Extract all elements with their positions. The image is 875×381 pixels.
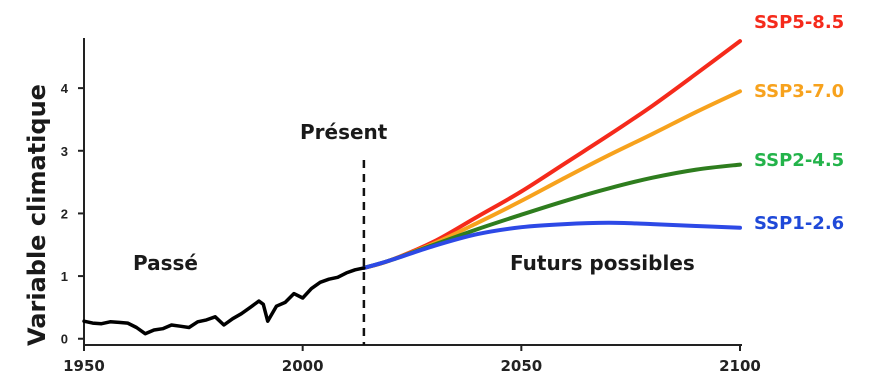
series-label-ssp3-7-0: SSP3-7.0: [754, 81, 844, 102]
historical-series-line: [82, 266, 366, 336]
series-label-ssp5-8-5: SSP5-8.5: [754, 12, 844, 33]
y-ticks: 0 1 2 3 4: [61, 81, 84, 347]
series-line-ssp1-2-6: [361, 220, 742, 270]
x-tick-label: 2100: [719, 357, 761, 375]
x-tick-label: 1950: [63, 357, 105, 375]
annotation-present: Présent: [300, 120, 388, 144]
scenario-lines: [361, 39, 742, 270]
y-tick-label: 4: [61, 81, 69, 96]
series-line-ssp3-7-0: [361, 89, 742, 270]
series-line-ssp5-8-5: [361, 39, 742, 270]
series-label-ssp1-2-6: SSP1-2.6: [754, 213, 844, 234]
x-ticks: 1950 2000 2050 2100: [63, 345, 761, 375]
series-labels: SSP5-8.5 SSP3-7.0 SSP2-4.5 SSP1-2.6: [754, 12, 844, 234]
x-tick-label: 2000: [282, 357, 324, 375]
series-label-ssp2-4-5: SSP2-4.5: [754, 150, 844, 171]
y-axis-label: Variable climatique: [23, 84, 51, 346]
y-tick-label: 2: [61, 206, 68, 221]
annotation-past: Passé: [133, 251, 198, 275]
x-tick-label: 2050: [500, 357, 542, 375]
annotation-future: Futurs possibles: [510, 251, 695, 275]
y-tick-label: 0: [61, 332, 68, 347]
y-tick-label: 1: [61, 269, 68, 284]
y-tick-label: 3: [61, 144, 68, 159]
axes: [83, 38, 742, 346]
